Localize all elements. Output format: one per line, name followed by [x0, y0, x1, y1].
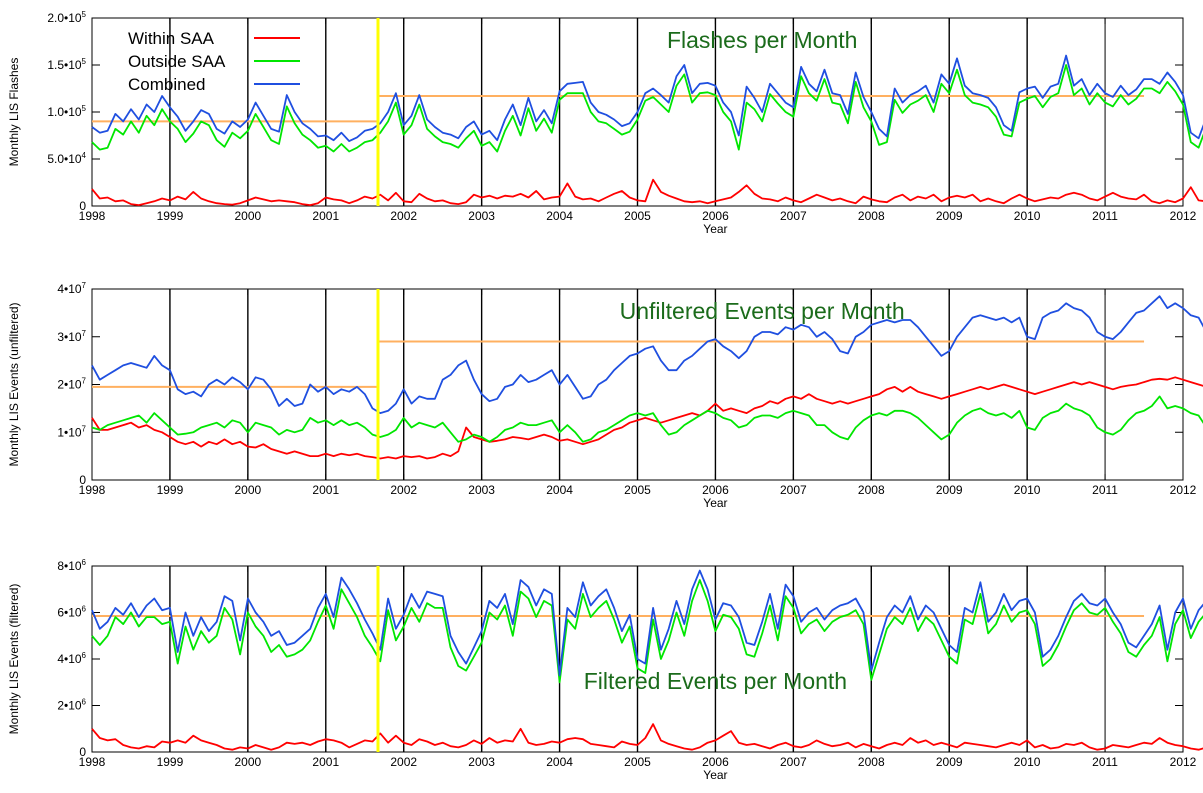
series-line-within	[91, 376, 1203, 460]
y-tick-label: 5.0•104	[47, 151, 86, 166]
x-tick-label: 2008	[858, 483, 885, 497]
y-tick-label: 6•106	[57, 605, 86, 620]
x-tick-label: 2005	[624, 755, 651, 769]
y-tick-label: 0	[79, 473, 86, 487]
panel-title-unfiltered: Unfiltered Events per Month	[620, 298, 905, 324]
x-tick-label: 2008	[858, 209, 885, 223]
legend-label-within: Within SAA	[128, 29, 215, 48]
y-tick-label: 1.0•105	[47, 104, 86, 119]
x-tick-label: 2012	[1170, 483, 1197, 497]
series-line-outside	[91, 395, 1203, 443]
x-axis-label-flashes: Year	[703, 222, 727, 236]
x-axis-label-unfiltered: Year	[703, 496, 727, 510]
series-line-within	[91, 723, 1203, 751]
y-tick-label: 2•107	[57, 377, 86, 392]
x-tick-label: 1999	[157, 483, 184, 497]
y-axis-label-flashes: Monthly LIS Flashes	[7, 58, 21, 167]
x-tick-label: 2011	[1092, 755, 1118, 769]
panel-flashes: 1998 1999 2000 2001 2002 2003 2004 2005 2006 2007…	[7, 10, 1203, 236]
y-tick-label: 0	[79, 745, 86, 759]
y-tick-label: 1.5•105	[47, 57, 86, 72]
plot-area-flashes: 1998 1999 2000 2001 2002 2003 2004 2005 2006 2007…	[47, 10, 1203, 223]
x-tick-label: 2010	[1014, 209, 1041, 223]
x-tick-label: 2003	[468, 483, 495, 497]
x-tick-label: 2007	[780, 209, 807, 223]
y-axis-label-unfiltered: Monthly LIS Events (unfiltered)	[7, 302, 21, 466]
y-tick-label: 2•106	[57, 698, 86, 713]
x-tick-label: 2009	[936, 209, 963, 223]
x-tick-label: 2005	[624, 209, 651, 223]
plot-area-filtered: 1998 1999 2000 2001 2002 2003 2004 2005 2006 2007…	[57, 558, 1203, 769]
x-tick-label: 2001	[312, 209, 339, 223]
x-tick-label: 2001	[312, 755, 339, 769]
x-tick-label: 2009	[936, 755, 963, 769]
x-tick-label: 2000	[235, 483, 262, 497]
x-tick-label: 2006	[702, 483, 729, 497]
series-line-outside	[91, 579, 1203, 684]
panel-title-filtered: Filtered Events per Month	[584, 668, 847, 694]
x-tick-label: 1999	[157, 209, 184, 223]
y-tick-label: 4•106	[57, 651, 86, 666]
x-tick-label: 2000	[235, 209, 262, 223]
x-tick-label: 1998	[79, 209, 106, 223]
series-line-outside	[91, 64, 1203, 153]
x-tick-label: 2001	[312, 483, 339, 497]
panel-title-flashes: Flashes per Month	[667, 27, 857, 53]
x-tick-label: 2008	[858, 755, 885, 769]
x-tick-label: 2003	[468, 209, 495, 223]
x-tick-label: 2002	[390, 209, 417, 223]
x-tick-label: 2004	[546, 483, 573, 497]
x-tick-label: 1998	[79, 483, 106, 497]
plot-area-unfiltered: 1998 1999 2000 2001 2002 2003 2004 2005 2006 2007…	[57, 281, 1203, 497]
x-tick-label: 2005	[624, 483, 651, 497]
x-tick-label: 2003	[468, 755, 495, 769]
x-tick-label: 1998	[79, 755, 106, 769]
x-tick-label: 2007	[780, 483, 807, 497]
x-tick-label: 2010	[1014, 483, 1041, 497]
x-axis-label-filtered: Year	[703, 768, 727, 782]
x-tick-label: 2007	[780, 755, 807, 769]
x-tick-label: 2010	[1014, 755, 1041, 769]
legend-label-outside: Outside SAA	[128, 52, 226, 71]
x-tick-label: 2009	[936, 483, 963, 497]
x-tick-label: 2006	[702, 755, 729, 769]
y-tick-label: 2.0•105	[47, 10, 86, 25]
y-tick-label: 8•106	[57, 558, 86, 573]
y-tick-label: 3•107	[57, 329, 86, 344]
y-tick-label: 4•107	[57, 281, 86, 296]
series-line-combined	[91, 569, 1203, 677]
legend-label-combined: Combined	[128, 75, 206, 94]
x-tick-label: 2006	[702, 209, 729, 223]
y-axis-label-filtered: Monthly LIS Events (filtered)	[7, 584, 21, 735]
x-tick-label: 2012	[1170, 755, 1197, 769]
series-line-within	[91, 178, 1203, 207]
x-tick-label: 2012	[1170, 209, 1197, 223]
x-tick-label: 2002	[390, 483, 417, 497]
x-tick-label: 2011	[1092, 209, 1118, 223]
x-tick-label: 2004	[546, 209, 573, 223]
y-tick-label: 1•107	[57, 424, 86, 439]
x-tick-label: 2000	[235, 755, 262, 769]
panel-unfiltered: 1998 1999 2000 2001 2002 2003 2004 2005 2006 2007…	[7, 281, 1203, 510]
series-line-combined	[91, 54, 1203, 143]
x-tick-label: 2002	[390, 755, 417, 769]
panel-filtered: 1998 1999 2000 2001 2002 2003 2004 2005 2006 2007…	[7, 558, 1203, 782]
legend: Within SAA Outside SAA Combined	[128, 29, 300, 94]
x-tick-label: 1999	[157, 755, 184, 769]
x-tick-label: 2011	[1092, 483, 1118, 497]
x-tick-label: 2004	[546, 755, 573, 769]
y-tick-label: 0	[79, 199, 86, 213]
series-line-combined	[91, 295, 1203, 415]
